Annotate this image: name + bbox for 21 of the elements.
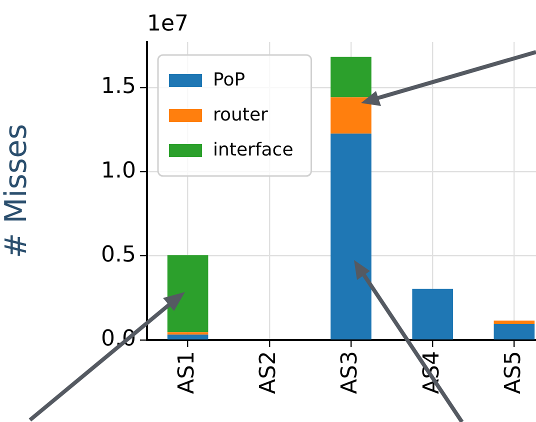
bar [330,56,372,98]
text: 1e7 [147,12,189,37]
legend-label: router [213,104,269,126]
x-tick-label: AS3 [338,351,363,394]
bar [330,134,372,340]
y-tick-label: 1.5 [101,74,136,100]
x-tick-label: AS2 [256,351,282,394]
x-tick-label: AS5 [500,351,526,394]
y-tick-label: 0.5 [101,242,136,268]
bar [330,97,372,134]
legend-label: interface [213,140,294,161]
bar [494,320,535,324]
y-axis-title: # Misses [0,124,34,258]
x-tick-label: AS1 [174,351,200,394]
y-tick-label: 1.0 [101,158,136,184]
legend-label: PoP [213,70,246,91]
bar [167,255,208,332]
bar [167,334,208,340]
bar [167,332,208,335]
bar [412,288,453,340]
bar [494,324,535,340]
